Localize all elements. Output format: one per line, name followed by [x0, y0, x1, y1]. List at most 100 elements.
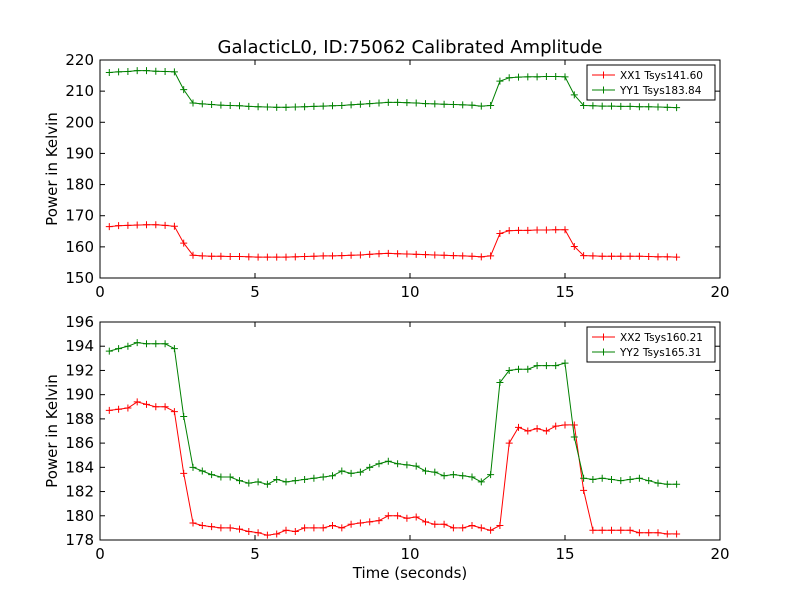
data-point — [310, 252, 318, 260]
legend-marker — [600, 86, 607, 94]
data-point — [394, 98, 402, 106]
data-point — [552, 362, 560, 370]
data-point — [366, 100, 374, 108]
y-tick-label: 150 — [65, 269, 94, 287]
data-point — [245, 479, 253, 487]
data-point — [487, 526, 495, 534]
data-point — [403, 461, 411, 469]
data-point — [263, 480, 271, 488]
data-point — [552, 226, 560, 234]
data-point — [217, 101, 225, 109]
data-point — [366, 518, 374, 526]
data-point — [673, 480, 681, 488]
data-point — [570, 91, 578, 99]
data-point — [254, 253, 262, 261]
x-tick-label: 15 — [555, 545, 574, 563]
data-point — [329, 252, 336, 260]
data-point — [524, 73, 532, 81]
series-1 — [105, 398, 681, 539]
data-point — [301, 253, 309, 261]
data-point — [282, 103, 290, 111]
data-point — [384, 98, 392, 106]
data-point — [236, 102, 243, 110]
data-point — [115, 345, 123, 353]
data-point — [384, 457, 392, 465]
data-point — [663, 103, 671, 111]
data-point — [598, 474, 606, 482]
data-point — [189, 99, 197, 107]
data-point — [310, 524, 318, 532]
data-point — [105, 223, 113, 231]
data-point — [180, 86, 188, 94]
y-axis-label: Power in Kelvin — [43, 374, 61, 488]
data-point — [515, 73, 522, 81]
data-point — [375, 250, 383, 258]
series-line — [109, 342, 677, 485]
data-point — [143, 340, 150, 348]
data-point — [356, 251, 364, 259]
data-point — [198, 100, 206, 108]
data-point — [459, 101, 467, 109]
data-point — [384, 512, 392, 520]
data-point — [198, 521, 206, 529]
data-point — [375, 460, 383, 468]
y-axis-label: Power in Kelvin — [43, 112, 61, 226]
data-point — [561, 359, 569, 367]
data-point — [515, 423, 522, 431]
data-point — [635, 103, 643, 111]
data-point — [533, 226, 541, 234]
data-point — [254, 103, 262, 111]
series-2 — [105, 339, 681, 488]
data-point — [170, 68, 178, 76]
data-point — [105, 68, 113, 76]
data-point — [329, 521, 336, 529]
data-point — [180, 239, 188, 247]
data-point — [654, 529, 662, 537]
x-tick-label: 10 — [400, 545, 419, 563]
data-point — [198, 467, 206, 475]
data-point — [487, 101, 495, 109]
data-point — [608, 526, 615, 534]
data-point — [310, 474, 318, 482]
data-point — [645, 529, 653, 537]
data-point — [366, 250, 374, 258]
x-tick-label: 15 — [555, 283, 574, 301]
data-point — [542, 362, 550, 370]
data-point — [356, 100, 364, 108]
data-point — [422, 518, 429, 526]
data-point — [338, 467, 346, 475]
data-point — [422, 100, 429, 108]
data-point — [319, 524, 327, 532]
data-point — [375, 517, 383, 525]
data-point — [422, 251, 429, 259]
data-point — [663, 480, 671, 488]
y-tick-label: 194 — [65, 337, 94, 355]
data-point — [143, 67, 150, 75]
data-point — [589, 526, 597, 534]
y-tick-label: 178 — [65, 531, 94, 549]
data-point — [524, 365, 532, 373]
data-point — [561, 226, 569, 234]
data-point — [347, 520, 355, 528]
data-point — [124, 68, 132, 76]
legend-label: XX1 Tsys141.60 — [620, 70, 703, 82]
data-point — [263, 253, 271, 261]
data-point — [217, 252, 225, 260]
data-point — [198, 252, 206, 260]
data-point — [338, 524, 346, 532]
data-point — [412, 99, 420, 107]
data-point — [505, 74, 513, 82]
data-point — [329, 102, 336, 110]
x-tick-label: 10 — [400, 283, 419, 301]
data-point — [208, 101, 216, 109]
data-point — [208, 252, 216, 260]
data-point — [273, 103, 281, 111]
data-point — [170, 345, 178, 353]
data-point — [170, 222, 178, 230]
data-point — [617, 252, 625, 260]
data-point — [515, 226, 522, 234]
data-point — [552, 422, 560, 430]
data-point — [617, 477, 625, 485]
data-point — [505, 439, 513, 447]
data-point — [505, 227, 513, 235]
